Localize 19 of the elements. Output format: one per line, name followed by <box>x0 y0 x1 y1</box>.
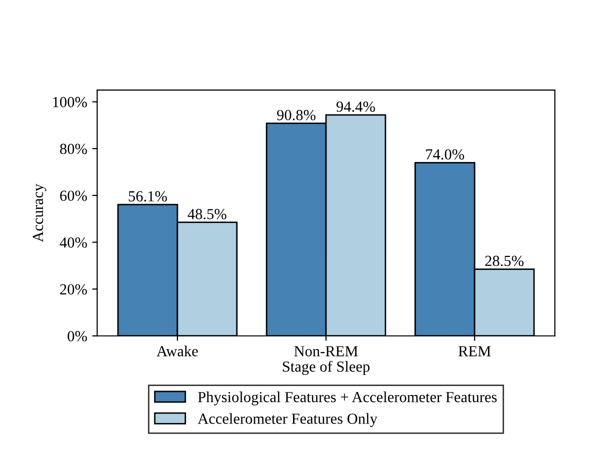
data-label: 48.5% <box>188 208 226 220</box>
legend-label: Physiological Features + Accelerometer Features <box>198 392 497 406</box>
data-label: 94.4% <box>336 101 375 112</box>
y-axis-title: Accuracy <box>32 184 46 242</box>
y-tick-label: 0% <box>68 331 87 342</box>
x-tick-label: Non-REM <box>294 346 358 356</box>
x-tick-label: Awake <box>156 346 198 356</box>
y-tick-label: 40% <box>60 237 87 248</box>
y-tick-label: 20% <box>60 284 87 295</box>
legend-label: Accelerometer Features Only <box>198 413 378 428</box>
x-axis-title: Stage of Sleep <box>282 360 370 375</box>
x-tick-label: REM <box>458 346 491 356</box>
data-label: 56.1% <box>128 191 167 202</box>
y-tick-label: 100% <box>53 96 87 108</box>
y-tick-label: 80% <box>60 144 87 154</box>
data-label: 90.8% <box>277 110 316 120</box>
y-tick-label: 60% <box>60 190 87 201</box>
data-label: 74.0% <box>426 149 464 160</box>
data-label: 28.5% <box>485 256 524 266</box>
